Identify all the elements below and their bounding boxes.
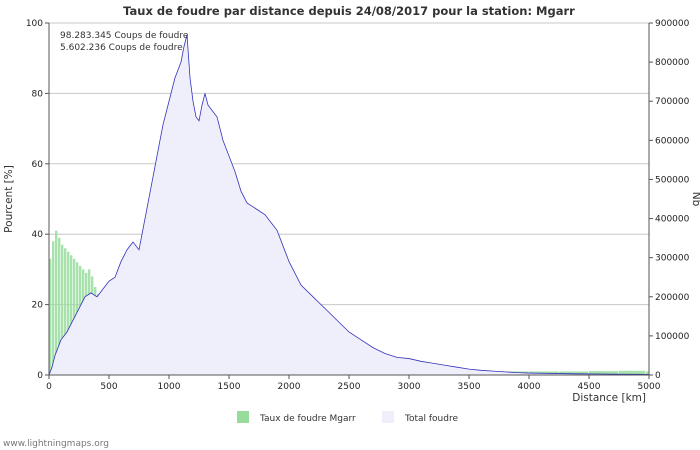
x-tick-label-5: 2500 — [338, 382, 361, 392]
legend-swatch-taux — [237, 411, 249, 423]
bar-69 — [619, 370, 646, 375]
y-left-tick-label-5: 100 — [26, 19, 43, 29]
x-tick-label-0: 0 — [46, 382, 52, 392]
y-ticks-left: 0 20 40 60 80 100 — [26, 19, 49, 381]
legend-label-taux: Taux de foudre Mgarr — [259, 414, 356, 424]
y-left-tick-label-3: 60 — [32, 160, 44, 170]
y-right-tick-label-6: 600000 — [655, 136, 690, 146]
footer-credit: www.lightningmaps.org — [3, 439, 109, 449]
x-axis-label: Distance [km] — [572, 392, 646, 404]
x-tick-label-3: 1500 — [218, 382, 241, 392]
x-ticks: 0 500 1000 1500 2000 2500 3000 3500 4000 4500 5000 — [46, 375, 661, 392]
bar-5 — [64, 248, 67, 375]
x-tick-label-2: 1000 — [158, 382, 181, 392]
y-axis-label-right: Nb — [690, 192, 700, 207]
y-axis-label-left: Pourcent [%] — [3, 165, 15, 233]
x-tick-label-8: 4000 — [518, 382, 541, 392]
legend: Taux de foudre Mgarr Total foudre — [237, 411, 458, 424]
legend-swatch-total — [382, 411, 394, 423]
bar-67 — [559, 371, 589, 375]
x-tick-label-4: 2000 — [278, 382, 301, 392]
y-left-tick-label-1: 20 — [32, 301, 44, 311]
x-tick-label-10: 5000 — [638, 382, 661, 392]
bar-8 — [73, 258, 76, 375]
y-left-tick-label-4: 80 — [32, 89, 44, 99]
bar-0 — [49, 258, 52, 375]
y-left-tick-label-0: 0 — [37, 371, 43, 381]
y-right-tick-label-2: 200000 — [655, 293, 690, 303]
y-right-tick-label-3: 300000 — [655, 254, 690, 264]
y-right-tick-label-8: 800000 — [655, 58, 690, 68]
total-foudre-line — [48, 34, 650, 376]
y-right-tick-label-0: 0 — [655, 371, 661, 381]
chart-title: Taux de foudre par distance depuis 24/08… — [123, 4, 575, 18]
annotation-total-strikes: 98.283.345 Coups de foudre — [60, 31, 189, 41]
x-tick-label-6: 3000 — [398, 382, 421, 392]
bar-6 — [67, 251, 70, 375]
bar-2 — [55, 230, 58, 375]
bar-68 — [589, 371, 619, 375]
bar-7 — [70, 255, 73, 375]
y-ticks-right: 0 100000 200000 300000 400000 500000 600000 700… — [649, 19, 690, 381]
bar-1 — [52, 241, 55, 375]
y-right-tick-label-7: 700000 — [655, 97, 690, 107]
x-tick-label-1: 500 — [100, 382, 117, 392]
x-tick-label-9: 4500 — [578, 382, 601, 392]
y-left-tick-label-2: 40 — [32, 230, 44, 240]
y-right-tick-label-9: 900000 — [655, 19, 690, 29]
y-right-tick-label-4: 400000 — [655, 215, 690, 225]
y-right-tick-label-1: 100000 — [655, 332, 690, 342]
annotation-station-strikes: 5.602.236 Coups de foudre — [60, 43, 183, 53]
legend-label-total: Total foudre — [404, 414, 458, 424]
x-tick-label-7: 3500 — [458, 382, 481, 392]
bar-3 — [58, 237, 61, 375]
bar-70 — [646, 371, 649, 375]
total-foudre-area — [49, 34, 649, 375]
y-right-tick-label-5: 500000 — [655, 175, 690, 185]
bar-4 — [61, 244, 64, 375]
